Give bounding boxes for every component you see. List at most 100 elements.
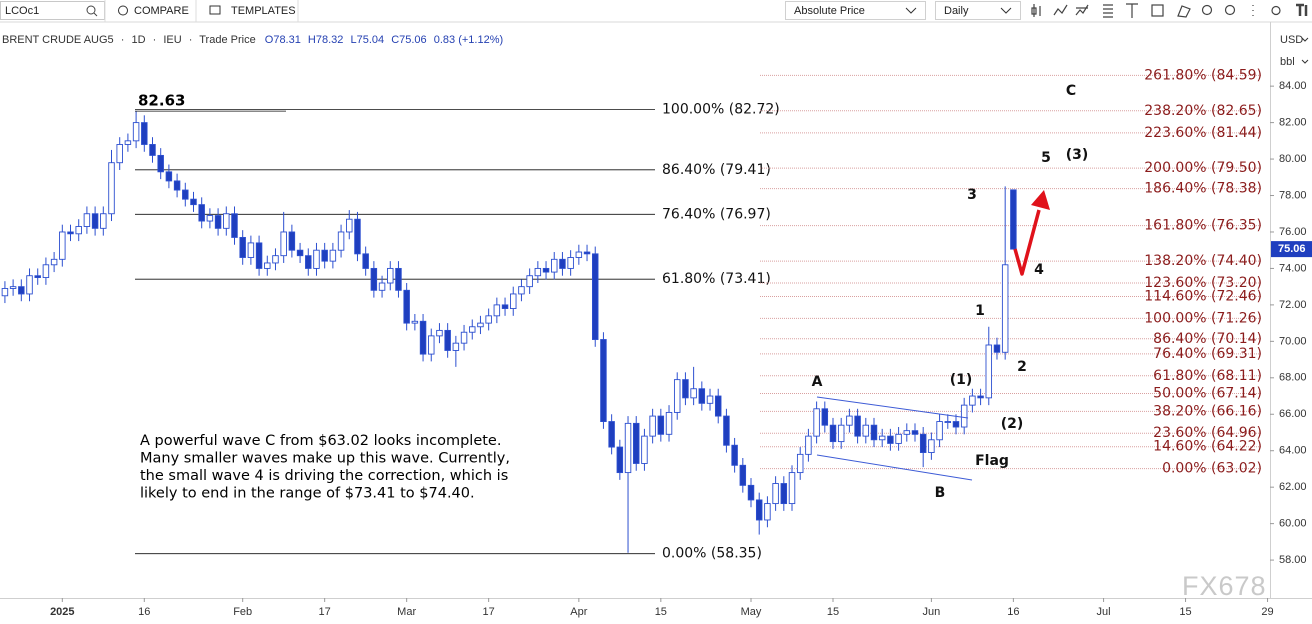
candle-body [91,213,99,229]
candle-body [829,424,837,443]
flag-channel-upper [816,396,969,419]
candle-body [108,162,115,215]
dropdown-arrow [905,7,917,14]
candle-body [337,231,345,251]
candle-body [198,204,205,222]
settings-icon[interactable] [1271,5,1281,16]
candle-body [993,344,1001,353]
x-tick-label: Jul [1097,606,1111,618]
fib-extension-label: 61.80% (68.11) [1153,368,1262,384]
watermark: FX678 [1182,571,1267,601]
candle-body [837,424,845,443]
candle-body [887,435,894,444]
legend-separator: · [189,34,193,46]
candle-body [493,304,501,317]
fib-extension-label: 14.60% (64.22) [1153,439,1262,455]
candle-body [632,422,640,464]
candle-body [518,286,525,295]
candle-body [796,453,804,474]
candle-body [460,331,468,344]
legend-interval: 1D [131,34,145,46]
tool-icons [1031,3,1308,18]
candle-body [264,262,271,269]
templates-button[interactable] [198,1,296,20]
interval-label: Daily [944,5,969,17]
y-tick-label: 62.00 [1279,481,1307,493]
compare-button[interactable] [108,1,192,20]
candle-body [600,339,607,422]
candle-body [813,408,820,437]
annotation-icon[interactable] [1177,5,1191,18]
candle-body [329,249,337,262]
fib-extension-label: 223.60% (81.44) [1144,125,1262,141]
x-tick-label: 17 [483,606,495,618]
flag-channel-lower [816,454,973,481]
candle-body [469,326,476,333]
candle-body [731,444,738,466]
y-tick-label: 66.00 [1279,408,1307,420]
wave-label: (1) [950,372,973,388]
fib-retracement-label: 61.80% (73.41) [662,271,771,287]
candle-body [510,293,517,309]
x-tick-label: 29 [1261,606,1273,618]
candle-body [682,379,689,399]
note-line: likely to end in the range of $73.41 to … [140,486,475,502]
search-icon[interactable] [86,5,96,15]
indicator-icon[interactable] [1075,4,1089,16]
fib-extension-label: 76.40% (69.31) [1153,346,1262,362]
candle-body [75,226,82,235]
y-currency[interactable]: USD [1280,34,1303,46]
y-tick-label: 64.00 [1279,445,1307,457]
candle-body [59,231,66,260]
y-tick-label: 60.00 [1279,518,1307,530]
legend-high: H78.32 [308,34,343,46]
candle-body [624,422,632,474]
candle-body [641,435,648,464]
line-tool-icon[interactable] [1053,4,1068,16]
fib-extension-label: 238.20% (82.65) [1144,103,1262,119]
legend-separator: · [121,34,125,46]
legend-separator: · [153,34,157,46]
candle-body [214,215,222,229]
candle-body [764,503,771,521]
fib-icon[interactable] [1103,4,1113,18]
candle-body [149,144,156,156]
interval-dropdown[interactable] [935,1,1021,20]
note-line: A powerful wave C from $63.02 looks inco… [140,433,501,449]
zoom-in-icon[interactable] [1201,4,1213,16]
candle-body [706,395,714,404]
x-tick-label: 15 [1179,606,1191,618]
compare-icon [118,5,128,16]
candle-body [485,315,492,324]
candle-body [387,267,394,284]
candle-icon[interactable] [1031,4,1041,17]
zoom-out-icon[interactable] [1224,4,1236,16]
candle-body [132,122,140,142]
shape-icon[interactable] [1151,4,1164,17]
candle-body [83,213,91,227]
candle-body [124,140,132,145]
candle-body [739,464,747,486]
candle-body [575,251,583,258]
price-mode-label: Absolute Price [794,5,865,17]
red-arrow [1013,209,1041,276]
candle-body [919,433,927,453]
candle-body [1010,189,1017,250]
y-tick-label: 80.00 [1279,153,1307,165]
candle-body [239,236,246,258]
x-tick-label: Feb [233,606,252,618]
candle-body [608,421,615,448]
candle-body [42,264,50,278]
dropdown-arrow [1301,37,1309,42]
candle-body [141,122,148,145]
text-icon[interactable] [1126,3,1138,18]
price-mode-dropdown[interactable] [785,1,926,20]
candle-body [559,258,566,269]
candle-body [477,322,484,328]
last-price-label: 75.06 [1278,243,1306,255]
candle-body [436,329,443,337]
legend-open: O78.31 [265,34,301,46]
legend-bar: BRENT CRUDE AUG5 · 1D · IEU · Trade Pric… [2,34,503,46]
x-tick-label: Mar [397,606,416,618]
y-unit[interactable]: bbl [1280,56,1295,68]
